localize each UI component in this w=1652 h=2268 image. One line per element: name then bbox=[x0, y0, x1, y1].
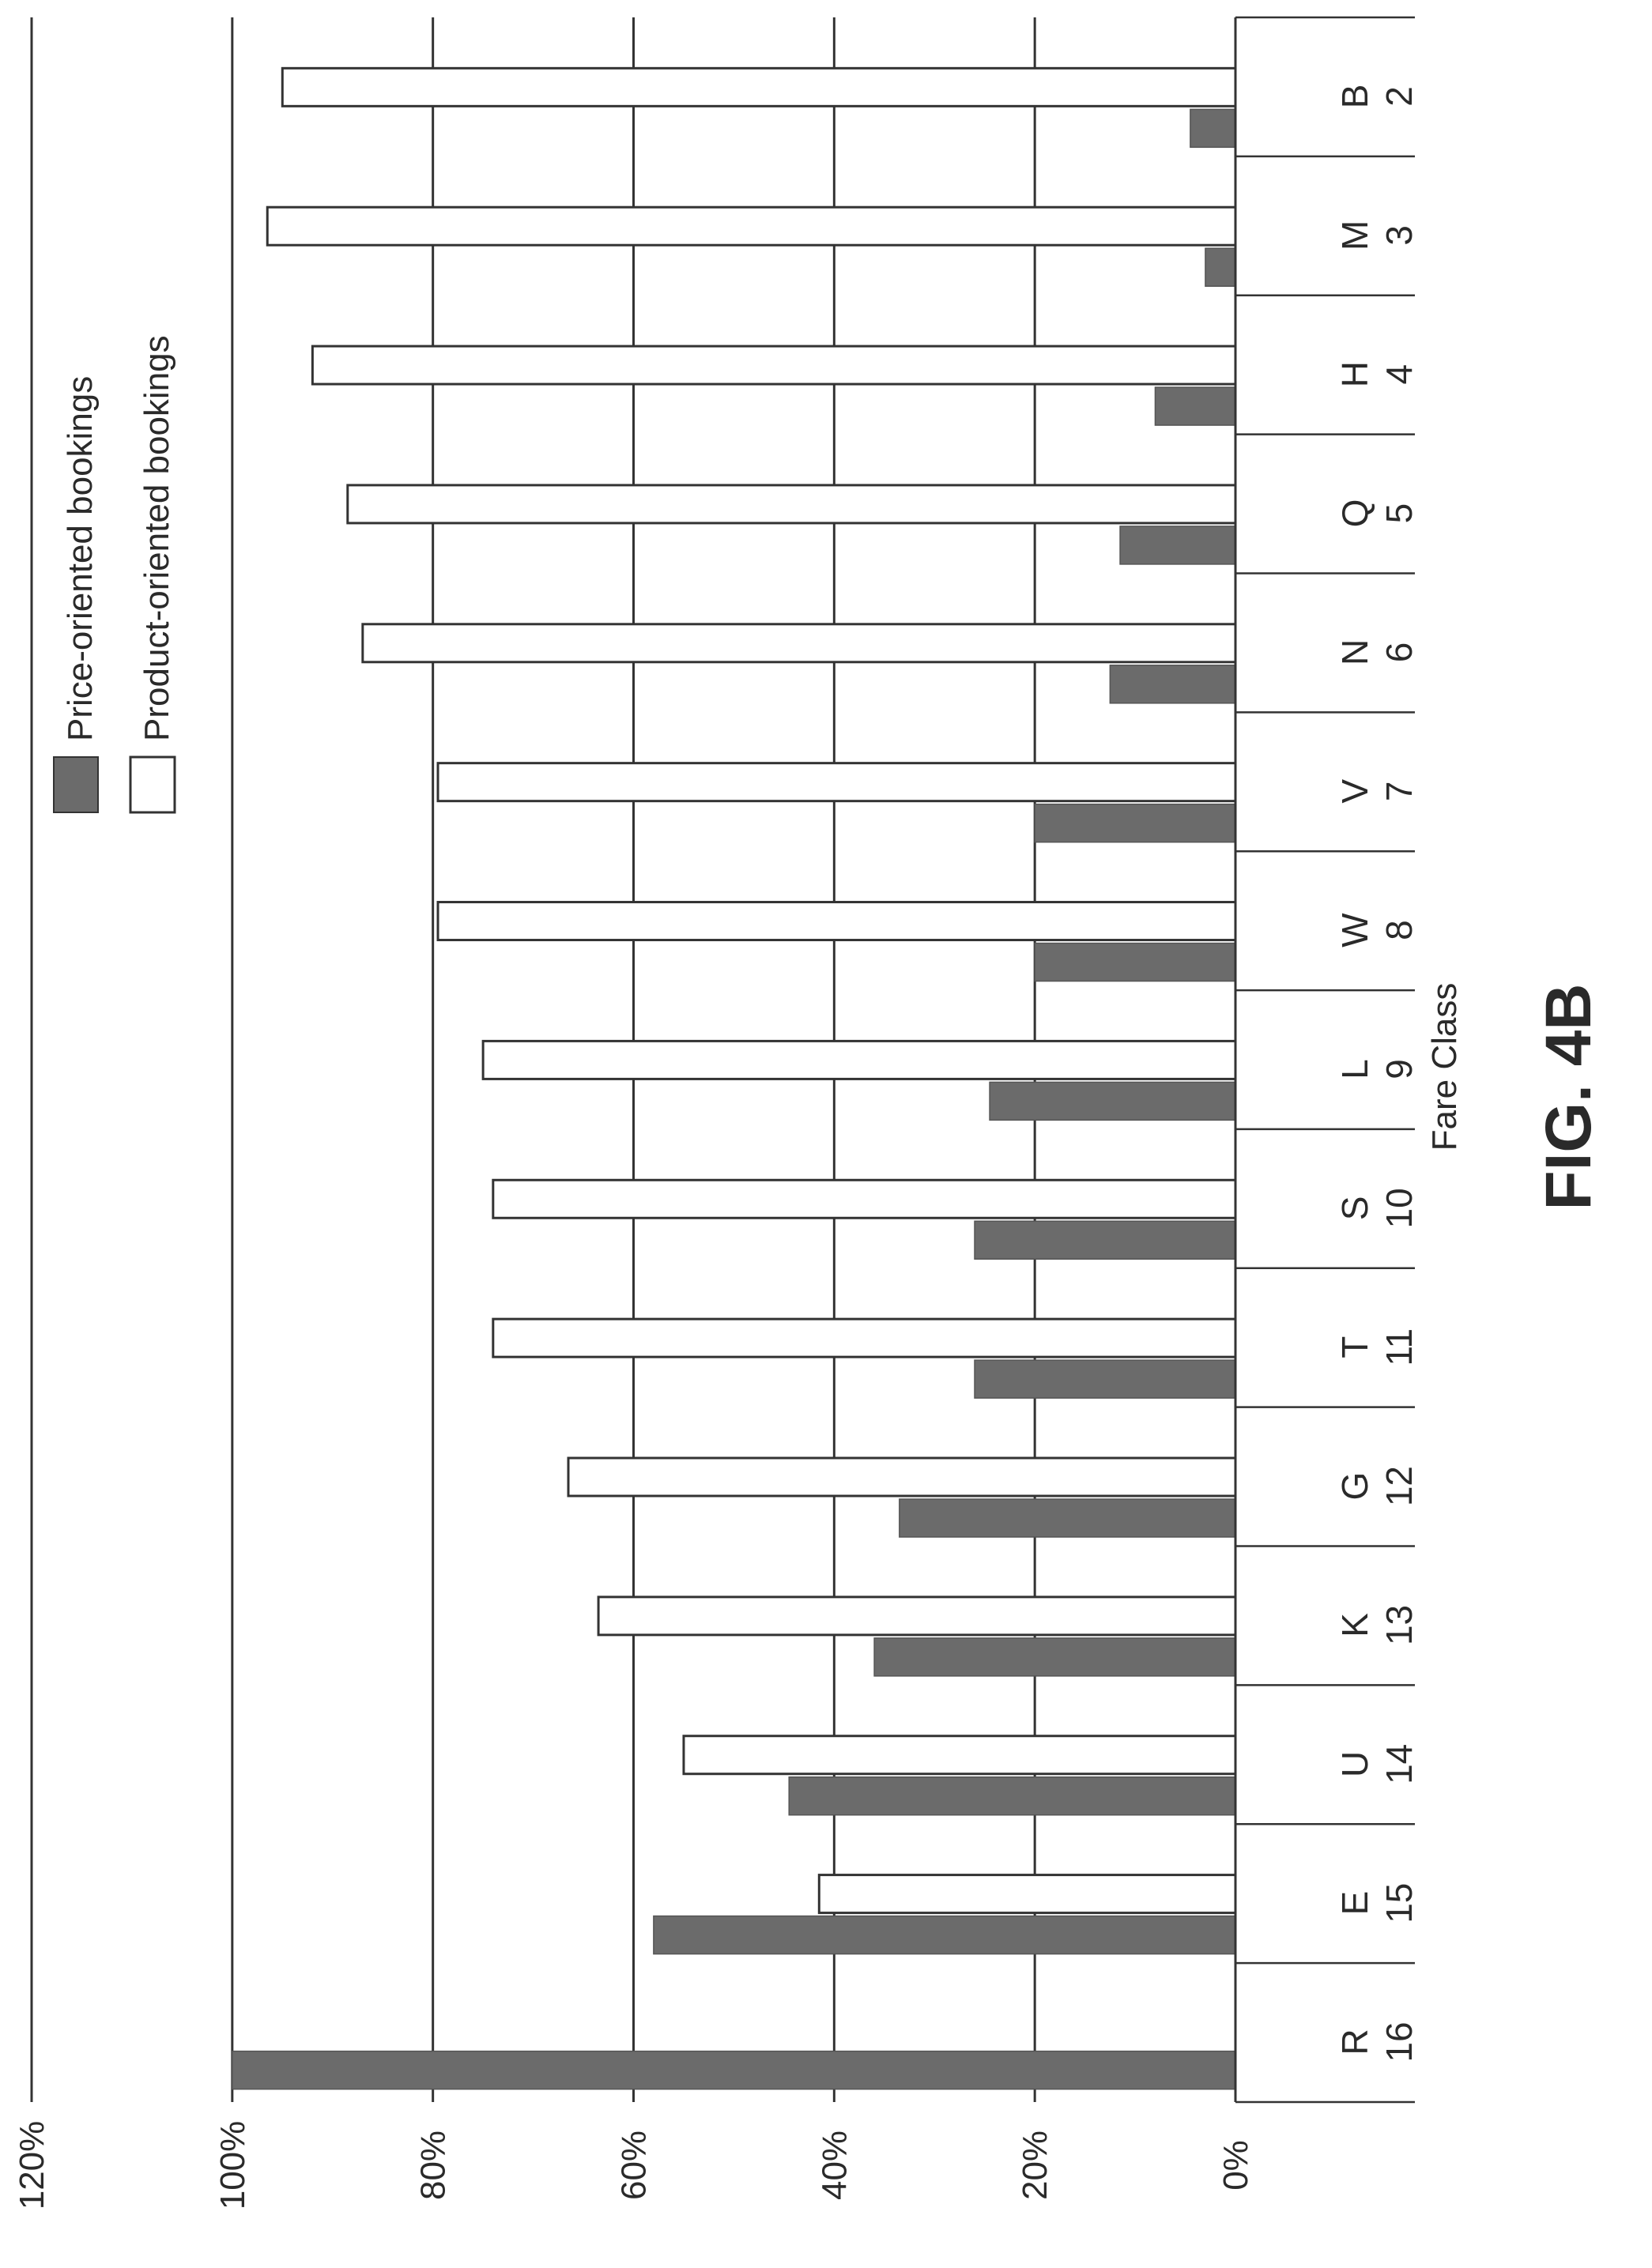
category-number-label: 9 bbox=[1379, 1059, 1420, 1079]
bar-product-oriented bbox=[567, 1456, 1237, 1498]
category-letter-label: L bbox=[1334, 1059, 1375, 1079]
category-number-label: 8 bbox=[1379, 920, 1420, 940]
bar-product-oriented bbox=[281, 66, 1237, 107]
legend-swatch-price bbox=[53, 756, 99, 813]
category-number-label: 4 bbox=[1379, 364, 1420, 385]
bar-product-oriented bbox=[361, 623, 1237, 664]
value-tick-label: 100% bbox=[213, 2121, 252, 2210]
bar-product-oriented bbox=[266, 205, 1237, 247]
category-number-label: 12 bbox=[1379, 1466, 1420, 1506]
bar-product-oriented bbox=[492, 1178, 1237, 1219]
category-number-label: 2 bbox=[1379, 86, 1420, 107]
bar-price-oriented bbox=[974, 1220, 1236, 1260]
bar-product-oriented bbox=[481, 1039, 1237, 1080]
value-tick-label: 40% bbox=[815, 2130, 854, 2200]
category-number-label: 13 bbox=[1379, 1605, 1420, 1645]
category-letter-label: H bbox=[1334, 361, 1375, 387]
category-letter-label: T bbox=[1334, 1336, 1375, 1358]
category-letter-label: S bbox=[1334, 1196, 1375, 1221]
value-tick-label: 20% bbox=[1016, 2130, 1054, 2200]
category-letter-label: V bbox=[1334, 779, 1375, 804]
category-number-label: 3 bbox=[1379, 225, 1420, 246]
bar-product-oriented bbox=[311, 345, 1237, 386]
value-tick-label: 60% bbox=[615, 2130, 654, 2200]
category-number-label: 6 bbox=[1379, 642, 1420, 663]
bar-price-oriented bbox=[899, 1498, 1236, 1538]
bar-price-oriented bbox=[1109, 665, 1236, 704]
value-tick-labels: 0% 20% 40% 60% 80% 100% 120% bbox=[13, 2121, 1255, 2210]
x-axis-title: Fare Class bbox=[1425, 983, 1464, 1151]
category-letter-label: U bbox=[1334, 1751, 1375, 1777]
bar-price-oriented bbox=[1034, 942, 1236, 982]
legend-label-product: Product-oriented bookings bbox=[138, 335, 176, 741]
bar-price-oriented bbox=[974, 1359, 1236, 1399]
bar-price-oriented bbox=[788, 1776, 1236, 1816]
bar-product-oriented bbox=[346, 484, 1237, 525]
bar-product-oriented bbox=[436, 901, 1237, 942]
value-tick-label: 0% bbox=[1216, 2140, 1255, 2191]
bar-price-oriented bbox=[1190, 108, 1236, 149]
category-letter-label: B bbox=[1334, 85, 1375, 109]
category-labels: B 2 M 3 H 4 Q 5 N 6 V 7 W 8 L 9 S 10 T 11 G 12 K 13 U 14 E 15 R 16 bbox=[1334, 85, 1420, 2063]
legend-swatch-product bbox=[129, 755, 176, 814]
bar-product-oriented bbox=[492, 1317, 1237, 1358]
value-tick-label: 120% bbox=[13, 2121, 51, 2210]
category-number-label: 14 bbox=[1379, 1744, 1420, 1784]
category-number-label: 11 bbox=[1379, 1328, 1420, 1366]
category-letter-label: K bbox=[1334, 1613, 1375, 1637]
category-number-label: 5 bbox=[1379, 503, 1420, 524]
bar-price-oriented bbox=[1154, 386, 1236, 426]
bar-product-oriented bbox=[682, 1735, 1237, 1776]
category-letter-label: E bbox=[1334, 1891, 1375, 1916]
legend: Price-oriented bookings Product-oriented… bbox=[53, 335, 176, 814]
category-number-label: 16 bbox=[1379, 2021, 1420, 2062]
category-letter-label: W bbox=[1334, 913, 1375, 948]
category-number-label: 7 bbox=[1379, 781, 1420, 801]
bar-price-oriented bbox=[653, 1915, 1236, 1955]
bar-price-oriented bbox=[232, 2050, 1236, 2090]
bar-product-oriented bbox=[817, 1874, 1237, 1915]
bar-product-oriented bbox=[436, 762, 1237, 803]
figure-label: FIG. 4B bbox=[1533, 983, 1605, 1210]
bar-price-oriented bbox=[1034, 803, 1236, 843]
bar-price-oriented bbox=[873, 1637, 1236, 1677]
axes bbox=[1234, 16, 1415, 2104]
category-letter-label: M bbox=[1334, 220, 1375, 251]
legend-label-price: Price-oriented bookings bbox=[61, 376, 100, 741]
bar-price-oriented bbox=[1205, 247, 1236, 287]
value-tick-label: 80% bbox=[414, 2130, 453, 2200]
category-letter-label: G bbox=[1334, 1472, 1375, 1501]
category-number-label: 10 bbox=[1379, 1188, 1420, 1228]
bar-price-oriented bbox=[989, 1081, 1236, 1121]
category-letter-label: R bbox=[1334, 2029, 1375, 2055]
category-letter-label: Q bbox=[1334, 499, 1375, 528]
bars bbox=[232, 66, 1237, 2090]
bar-price-oriented bbox=[1119, 526, 1236, 565]
bar-product-oriented bbox=[597, 1596, 1237, 1637]
category-number-label: 15 bbox=[1379, 1883, 1420, 1923]
category-letter-label: N bbox=[1334, 639, 1375, 665]
